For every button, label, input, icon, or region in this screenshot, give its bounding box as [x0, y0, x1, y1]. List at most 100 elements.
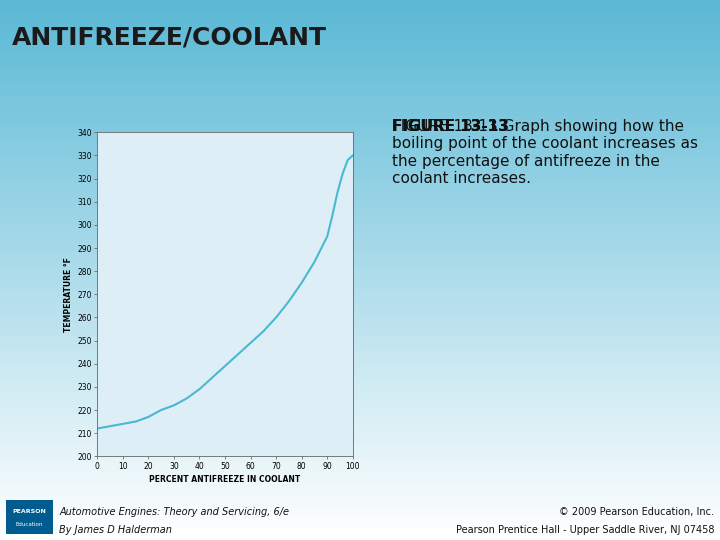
Bar	[0, 489, 720, 491]
Bar	[0, 76, 720, 78]
Bar	[0, 49, 720, 51]
Bar	[0, 240, 720, 243]
Bar	[0, 151, 720, 154]
Bar	[0, 154, 720, 157]
Bar	[0, 394, 720, 397]
Bar	[0, 319, 720, 321]
Bar	[0, 340, 720, 343]
Bar	[0, 170, 720, 173]
Text: By James D Halderman: By James D Halderman	[59, 525, 172, 535]
Bar	[0, 35, 720, 38]
Bar	[0, 483, 720, 486]
Bar	[0, 429, 720, 432]
Bar	[0, 437, 720, 440]
Bar	[0, 446, 720, 448]
Bar	[0, 378, 720, 381]
Text: Education: Education	[15, 522, 43, 527]
Bar	[0, 502, 720, 505]
Bar	[0, 478, 720, 481]
Bar	[0, 505, 720, 508]
Text: Automotive Engines: Theory and Servicing, 6/e: Automotive Engines: Theory and Servicing…	[59, 507, 289, 517]
Bar	[0, 397, 720, 400]
Bar	[0, 462, 720, 464]
Bar	[0, 205, 720, 208]
Bar	[0, 284, 720, 286]
Bar	[0, 297, 720, 300]
Bar	[0, 305, 720, 308]
Bar	[0, 421, 720, 424]
Bar	[0, 321, 720, 324]
Bar	[0, 159, 720, 162]
Bar	[0, 497, 720, 500]
Bar	[0, 413, 720, 416]
Bar	[0, 0, 720, 3]
Bar	[0, 332, 720, 335]
Bar	[0, 227, 720, 229]
Bar	[0, 418, 720, 421]
Bar	[0, 46, 720, 49]
Bar	[0, 94, 720, 97]
Text: Pearson Prentice Hall - Upper Saddle River, NJ 07458: Pearson Prentice Hall - Upper Saddle Riv…	[456, 525, 714, 535]
Bar	[0, 68, 720, 70]
Bar	[0, 459, 720, 462]
Bar	[0, 40, 720, 43]
Bar	[0, 116, 720, 119]
Bar	[0, 392, 720, 394]
Bar	[0, 127, 720, 130]
Text: PEARSON: PEARSON	[12, 509, 46, 514]
Bar	[0, 113, 720, 116]
Bar	[0, 262, 720, 265]
Bar	[0, 57, 720, 59]
Bar	[0, 84, 720, 86]
Bar	[0, 165, 720, 167]
Bar	[0, 440, 720, 443]
Bar	[0, 354, 720, 356]
Bar	[0, 494, 720, 497]
Bar	[0, 27, 720, 30]
Bar	[0, 381, 720, 383]
Bar	[0, 267, 720, 270]
Text: FIGURE 13-13: FIGURE 13-13	[392, 119, 509, 134]
Bar	[0, 62, 720, 65]
Bar	[0, 138, 720, 140]
Bar	[0, 281, 720, 284]
Bar	[0, 500, 720, 502]
Bar	[0, 373, 720, 375]
Bar	[0, 119, 720, 122]
Bar	[0, 327, 720, 329]
Bar	[0, 65, 720, 68]
Bar	[0, 338, 720, 340]
Bar	[0, 300, 720, 302]
Bar	[0, 148, 720, 151]
Bar	[0, 535, 720, 537]
Bar	[0, 367, 720, 370]
Bar	[0, 275, 720, 278]
Bar	[0, 529, 720, 532]
Bar	[0, 197, 720, 200]
Bar	[0, 81, 720, 84]
Bar	[0, 230, 720, 232]
Bar	[0, 86, 720, 89]
Bar	[0, 467, 720, 470]
Bar	[0, 402, 720, 405]
Bar	[0, 518, 720, 521]
Bar	[0, 251, 720, 254]
Bar	[0, 302, 720, 305]
Bar	[0, 194, 720, 197]
Bar	[0, 8, 720, 11]
Bar	[0, 43, 720, 46]
Bar	[0, 454, 720, 456]
Bar	[0, 176, 720, 178]
Bar	[0, 359, 720, 362]
Bar	[0, 537, 720, 540]
Bar	[0, 513, 720, 516]
Bar	[0, 59, 720, 62]
Bar	[0, 111, 720, 113]
Bar	[0, 11, 720, 14]
Text: © 2009 Pearson Education, Inc.: © 2009 Pearson Education, Inc.	[559, 507, 714, 517]
Bar	[0, 124, 720, 127]
Bar	[0, 532, 720, 535]
Bar	[0, 456, 720, 459]
Bar	[0, 273, 720, 275]
Bar	[0, 38, 720, 40]
